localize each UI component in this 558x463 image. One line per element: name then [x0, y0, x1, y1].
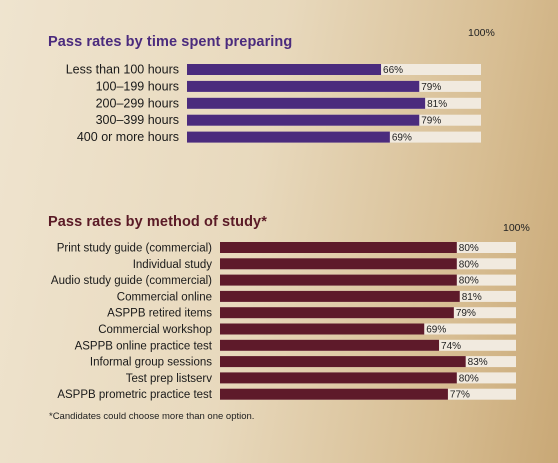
bar: [187, 64, 382, 75]
value-label: 74%: [441, 341, 461, 352]
value-label: 69%: [392, 133, 412, 144]
category-label: Print study guide (commercial): [57, 243, 212, 255]
bar: [220, 388, 448, 400]
category-label: ASPPB prometric practice test: [57, 389, 212, 401]
category-label: ASPPB retired items: [107, 308, 212, 320]
category-label: 100–199 hours: [96, 79, 179, 93]
value-label: 79%: [421, 82, 441, 93]
bar: [220, 372, 457, 384]
value-label: 80%: [459, 259, 479, 270]
category-label: Audio study guide (commercial): [51, 275, 212, 287]
value-label: 80%: [459, 276, 479, 287]
category-label: Individual study: [133, 259, 213, 271]
value-label: 83%: [468, 357, 488, 368]
bar: [220, 258, 457, 270]
value-label: 69%: [426, 325, 446, 336]
bar: [220, 323, 425, 335]
value-label: 79%: [456, 308, 476, 319]
value-label: 66%: [383, 65, 403, 76]
chart1-title: Pass rates by time spent preparing: [48, 34, 293, 50]
chart2-max-label: 100%: [503, 222, 530, 234]
bar: [220, 356, 466, 368]
category-label: 200–299 hours: [96, 96, 179, 110]
bar: [220, 339, 440, 351]
bar: [187, 97, 426, 109]
value-label: 79%: [421, 116, 441, 127]
value-label: 80%: [459, 373, 479, 384]
chart1-max-label: 100%: [468, 27, 495, 39]
value-label: 81%: [462, 292, 482, 303]
bar: [220, 274, 457, 286]
category-label: ASPPB online practice test: [75, 340, 213, 352]
value-label: 77%: [450, 390, 470, 401]
value-label: 80%: [459, 243, 479, 254]
category-label: Less than 100 hours: [66, 63, 179, 77]
bar: [187, 131, 390, 143]
category-label: Informal group sessions: [90, 357, 212, 369]
category-label: 300–399 hours: [96, 113, 179, 127]
bar: [187, 114, 420, 126]
category-label: Test prep listserv: [126, 373, 213, 385]
bar: [220, 307, 454, 319]
value-label: 81%: [427, 99, 447, 110]
category-label: Commercial online: [117, 291, 212, 303]
category-label: 400 or more hours: [77, 130, 179, 144]
bar: [220, 290, 460, 302]
chart2-title: Pass rates by method of study*: [48, 214, 267, 230]
footnote: *Candidates could choose more than one o…: [49, 411, 255, 422]
bar: [220, 242, 457, 253]
category-label: Commercial workshop: [98, 324, 212, 336]
bar: [187, 80, 420, 92]
